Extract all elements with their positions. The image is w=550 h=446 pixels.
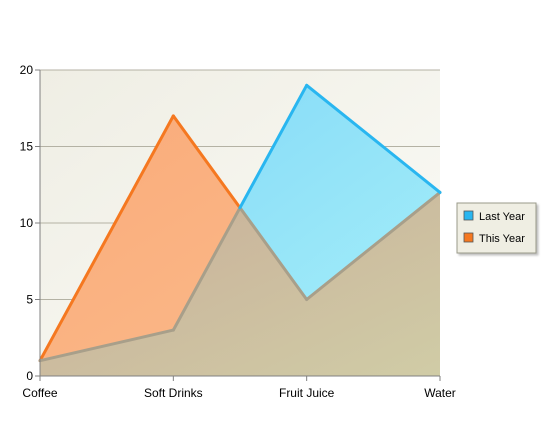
x-axis-ticks: Coffee Soft Drinks Fruit Juice Water bbox=[22, 376, 456, 400]
y-axis-ticks: 0 5 10 15 20 bbox=[20, 63, 40, 383]
legend-label: Last Year bbox=[479, 211, 525, 223]
last-year-line-segment bbox=[38, 328, 175, 363]
y-tick-label: 15 bbox=[20, 140, 34, 154]
legend-label: This Year bbox=[479, 233, 525, 245]
last-year-line-segment bbox=[305, 83, 442, 194]
x-tick-label: Soft Drinks bbox=[144, 386, 203, 400]
last-year-line-segment bbox=[171, 206, 242, 332]
legend: Last Year This Year bbox=[456, 202, 537, 254]
x-tick-label: Water bbox=[424, 386, 456, 400]
x-tick-label: Fruit Juice bbox=[279, 386, 335, 400]
x-tick-label: Coffee bbox=[22, 386, 57, 400]
y-tick-label: 5 bbox=[26, 293, 33, 307]
y-tick-label: 20 bbox=[20, 63, 34, 77]
y-tick-label: 10 bbox=[20, 216, 34, 230]
this-year-line-segment bbox=[171, 114, 242, 210]
legend-swatch bbox=[463, 210, 474, 221]
y-tick-label: 0 bbox=[26, 369, 33, 383]
last-year-line-segment bbox=[238, 83, 309, 210]
legend-swatch bbox=[463, 232, 474, 243]
this-year-line-segment bbox=[238, 206, 309, 301]
area-series-group bbox=[38, 83, 442, 377]
this-year-line-segment bbox=[38, 114, 175, 363]
area-overlap bbox=[40, 192, 440, 376]
this-year-line-segment bbox=[305, 190, 442, 301]
